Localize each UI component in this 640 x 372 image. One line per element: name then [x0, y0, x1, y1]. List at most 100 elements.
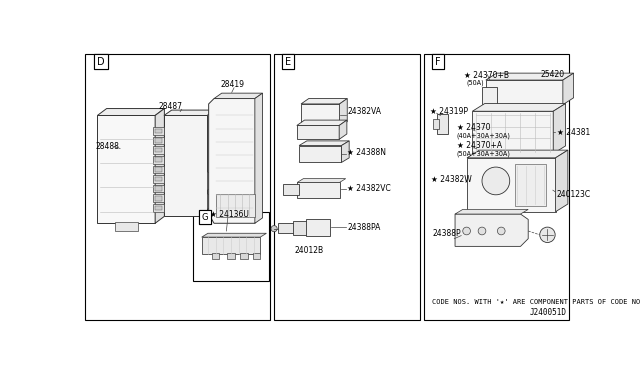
- Text: 24382VA: 24382VA: [348, 107, 381, 116]
- Polygon shape: [202, 233, 266, 237]
- Text: J240051D: J240051D: [530, 308, 566, 317]
- Bar: [278, 222, 295, 233]
- Bar: [299, 145, 342, 163]
- Text: G: G: [202, 213, 208, 222]
- Text: ★ 24319P: ★ 24319P: [431, 107, 468, 116]
- Text: G: G: [202, 213, 208, 222]
- Circle shape: [463, 227, 470, 235]
- Bar: [153, 185, 164, 192]
- Polygon shape: [155, 109, 164, 223]
- Text: 28487: 28487: [159, 102, 182, 111]
- Text: 240123C: 240123C: [557, 189, 591, 199]
- Bar: [193, 212, 269, 281]
- Polygon shape: [467, 150, 568, 158]
- Bar: [155, 177, 163, 181]
- Bar: [86, 54, 270, 320]
- Text: (40A+30A+30A): (40A+30A+30A): [456, 132, 511, 139]
- Bar: [297, 125, 339, 140]
- Text: F: F: [435, 57, 441, 67]
- Bar: [274, 54, 420, 320]
- Bar: [301, 104, 340, 127]
- Bar: [424, 54, 569, 320]
- Bar: [284, 184, 299, 195]
- Bar: [227, 253, 235, 259]
- Bar: [155, 206, 163, 210]
- Polygon shape: [297, 120, 347, 125]
- Text: 24012B: 24012B: [294, 246, 323, 255]
- Bar: [472, 111, 553, 154]
- Circle shape: [482, 167, 509, 195]
- Polygon shape: [301, 99, 348, 104]
- Bar: [293, 221, 307, 235]
- Bar: [97, 115, 155, 223]
- Polygon shape: [339, 120, 347, 140]
- Bar: [486, 80, 563, 105]
- Polygon shape: [553, 103, 566, 154]
- Bar: [155, 196, 163, 201]
- Polygon shape: [486, 73, 573, 80]
- Text: (50A): (50A): [467, 80, 484, 86]
- Polygon shape: [97, 109, 164, 115]
- Circle shape: [497, 227, 505, 235]
- Bar: [240, 253, 248, 259]
- Bar: [482, 87, 497, 104]
- Text: 24388PA: 24388PA: [348, 222, 381, 232]
- Bar: [253, 253, 260, 259]
- Text: (50A+30A+30A): (50A+30A+30A): [456, 151, 511, 157]
- Text: F: F: [435, 57, 441, 67]
- Bar: [216, 194, 255, 217]
- Bar: [164, 115, 207, 216]
- Text: ★ 24370+B: ★ 24370+B: [464, 71, 509, 80]
- Polygon shape: [563, 73, 573, 105]
- Text: 28419: 28419: [220, 80, 244, 89]
- Bar: [153, 175, 164, 183]
- Bar: [155, 157, 163, 162]
- Bar: [153, 195, 164, 202]
- Bar: [207, 172, 213, 189]
- Polygon shape: [164, 110, 215, 115]
- Text: E: E: [285, 57, 291, 67]
- Text: D: D: [97, 57, 105, 67]
- Bar: [155, 186, 163, 191]
- Bar: [437, 114, 448, 134]
- Text: ★ 24382VC: ★ 24382VC: [348, 184, 391, 193]
- Bar: [207, 194, 212, 208]
- Text: ★ 24370+A: ★ 24370+A: [458, 141, 502, 150]
- Bar: [153, 137, 164, 144]
- Text: D: D: [97, 57, 105, 67]
- Polygon shape: [214, 93, 262, 99]
- Bar: [433, 119, 439, 129]
- Polygon shape: [455, 214, 528, 246]
- Polygon shape: [556, 150, 568, 212]
- Bar: [155, 167, 163, 172]
- Circle shape: [540, 227, 555, 243]
- Bar: [153, 204, 164, 212]
- Polygon shape: [340, 99, 348, 127]
- Bar: [153, 146, 164, 154]
- Polygon shape: [297, 179, 346, 183]
- Bar: [155, 129, 163, 133]
- Bar: [153, 127, 164, 135]
- Polygon shape: [472, 103, 566, 111]
- Text: ★ 24388N: ★ 24388N: [348, 148, 387, 157]
- Circle shape: [271, 225, 277, 232]
- Text: ★ 24136U: ★ 24136U: [210, 209, 249, 218]
- Text: ★ 24370: ★ 24370: [458, 122, 491, 132]
- Bar: [307, 219, 330, 236]
- Bar: [115, 222, 138, 231]
- Bar: [153, 166, 164, 173]
- Text: ★ 24382W: ★ 24382W: [431, 175, 472, 184]
- Bar: [155, 148, 163, 153]
- Bar: [202, 237, 260, 254]
- Polygon shape: [342, 141, 349, 163]
- Polygon shape: [209, 99, 260, 223]
- Text: ★ 24381: ★ 24381: [557, 128, 591, 137]
- Polygon shape: [255, 93, 262, 223]
- Bar: [515, 164, 546, 206]
- Bar: [297, 183, 340, 198]
- Bar: [467, 158, 556, 212]
- Bar: [155, 138, 163, 143]
- Text: E: E: [285, 57, 291, 67]
- Polygon shape: [455, 209, 528, 214]
- Bar: [212, 253, 220, 259]
